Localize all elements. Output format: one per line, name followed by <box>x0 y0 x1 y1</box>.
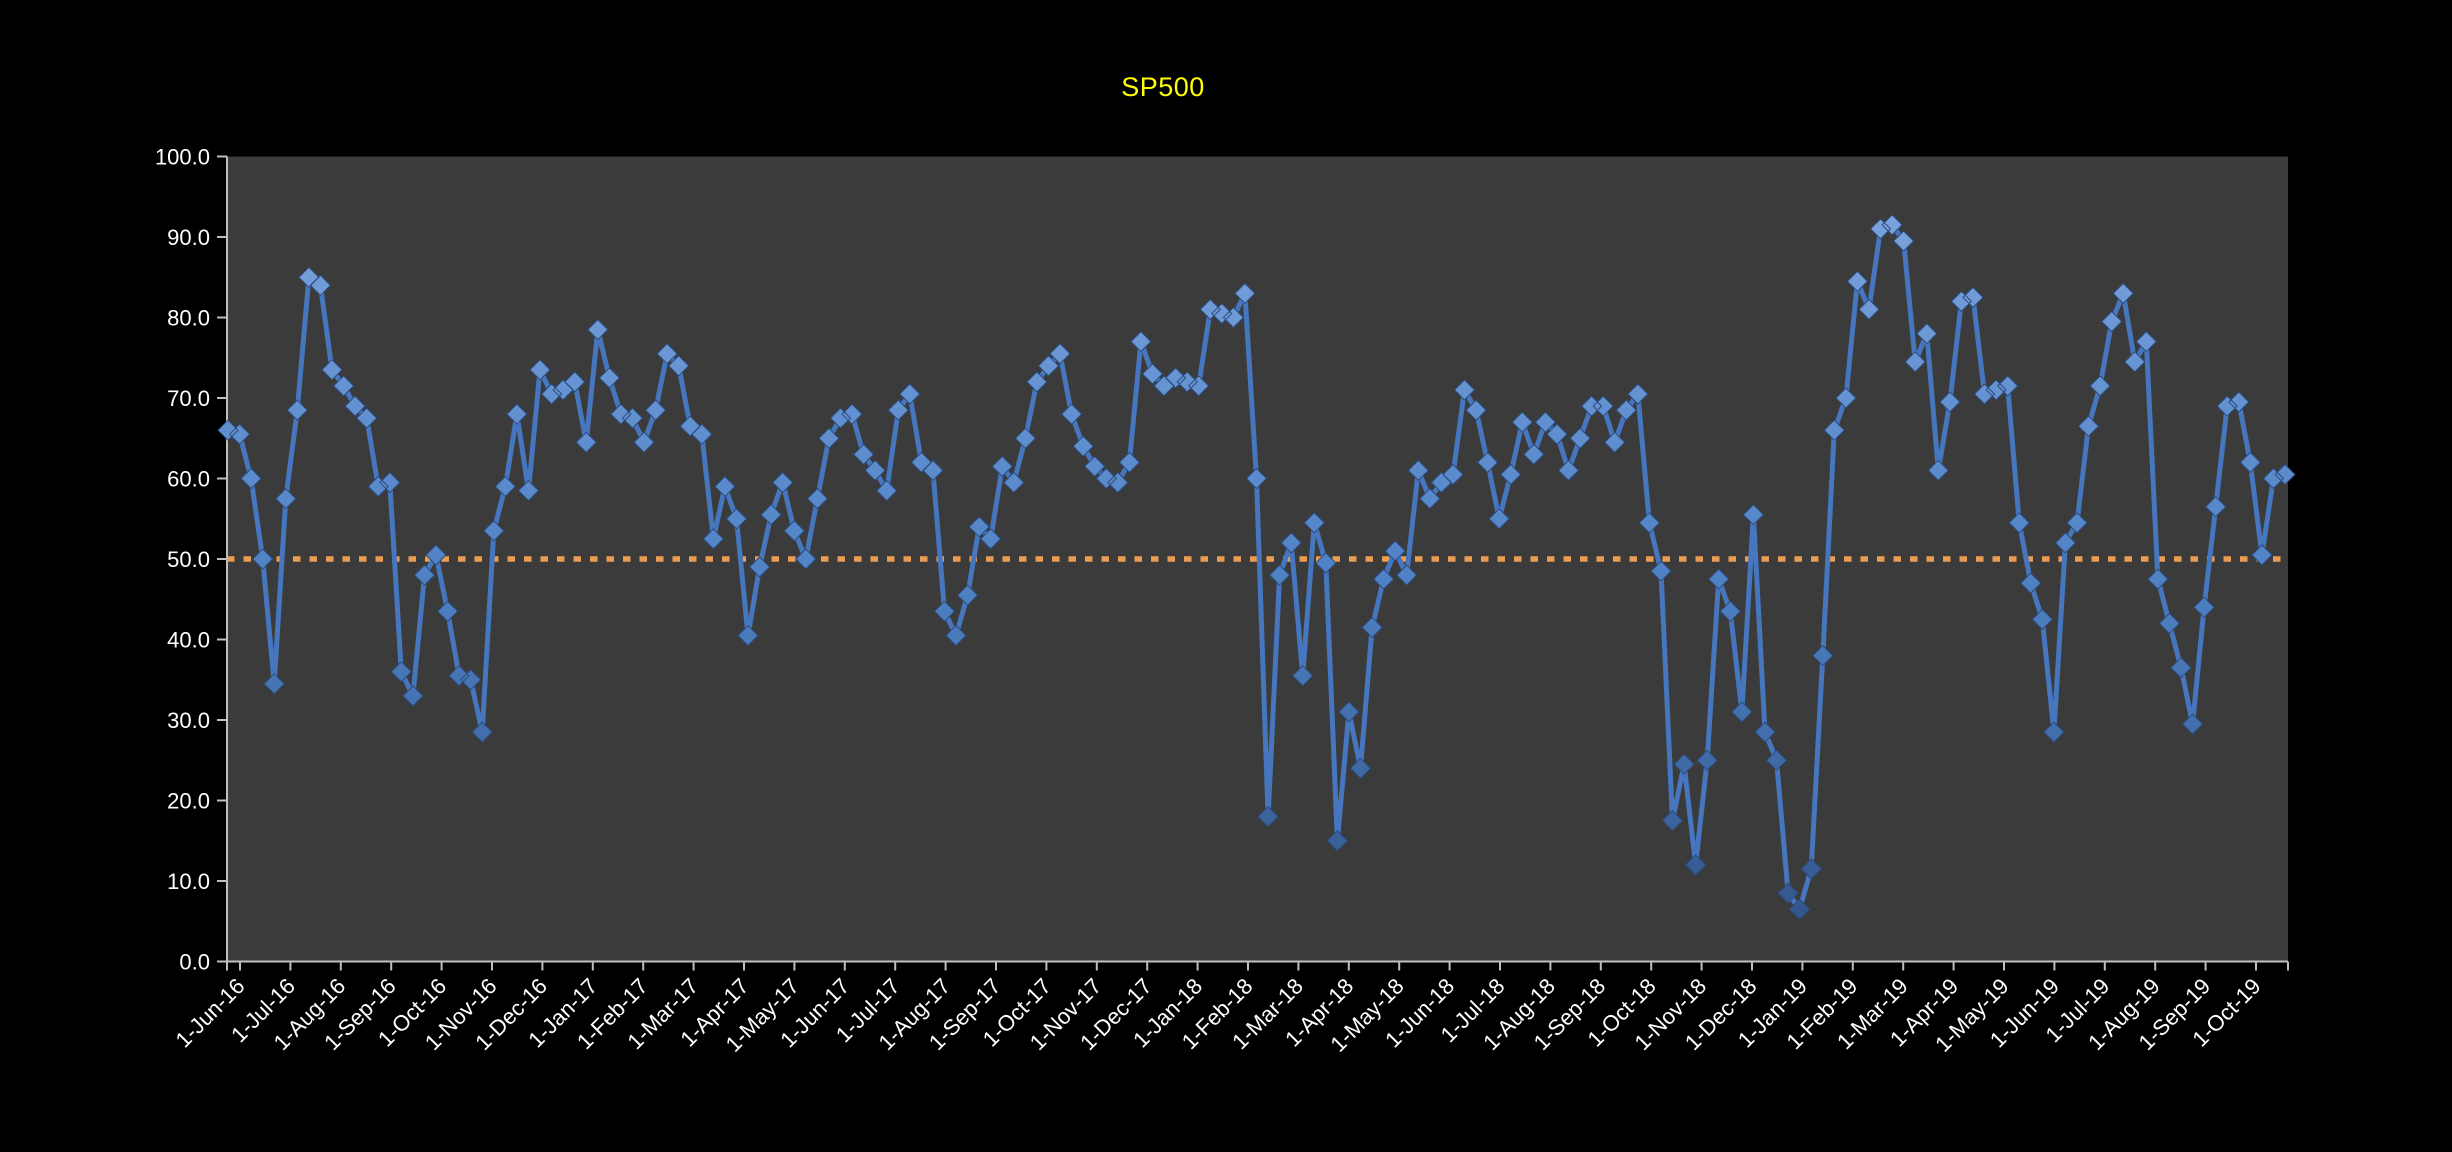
y-tick-label: 100.0 <box>155 145 210 170</box>
y-tick-label: 90.0 <box>167 225 210 250</box>
y-tick-label: 60.0 <box>167 467 210 492</box>
series-markers <box>217 214 2296 920</box>
chart-title: SP500 <box>1121 72 1205 102</box>
y-tick-label: 80.0 <box>167 306 210 331</box>
y-tick-label: 20.0 <box>167 789 210 814</box>
y-tick-label: 50.0 <box>167 547 210 572</box>
y-tick-label: 70.0 <box>167 386 210 411</box>
y-tick-label: 10.0 <box>167 869 210 894</box>
data-point-diamond <box>217 214 2296 920</box>
y-tick-label: 30.0 <box>167 708 210 733</box>
y-tick-label: 0.0 <box>179 950 210 975</box>
x-axis: 1-Jun-161-Jul-161-Aug-161-Sep-161-Oct-16… <box>170 960 2289 1057</box>
y-axis: 100.0 90.0 80.0 70.0 60.0 50.0 40.0 30.0 20.0 10.… <box>155 145 228 975</box>
y-tick-label: 40.0 <box>167 628 210 653</box>
